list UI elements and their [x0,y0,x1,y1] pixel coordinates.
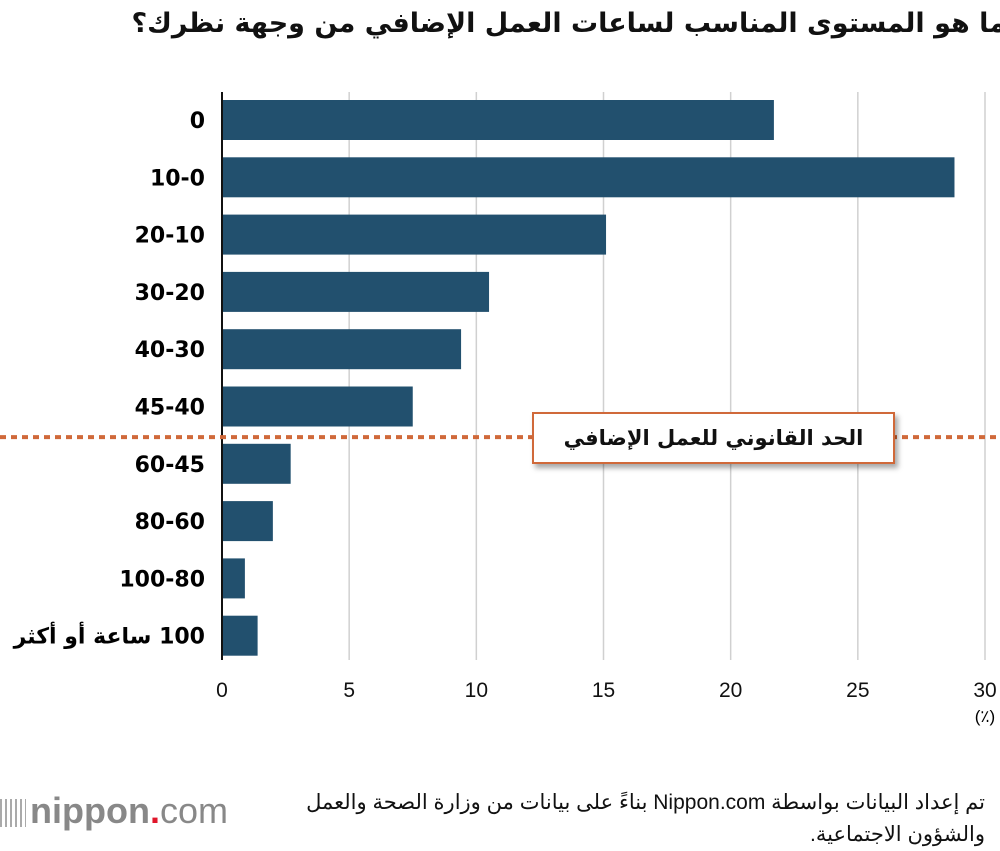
bar [222,558,245,599]
category-label: 80-60 [135,510,205,535]
bar [222,329,462,370]
category-label: 20-10 [135,224,205,249]
category-label: 40-30 [135,338,205,363]
x-tick-label: 20 [719,679,742,702]
x-unit-label: (٪) [975,707,995,726]
nippon-logo: nippon.com [0,790,228,832]
bar [222,501,273,542]
bar [222,157,955,198]
category-label: 45-40 [135,396,205,421]
logo-com: com [159,790,228,831]
logo-bars-icon [0,799,26,828]
category-label: 60-45 [135,453,205,478]
bar [222,443,291,484]
bar [222,100,774,140]
category-label: 100 ساعة أو أكثر [13,621,205,650]
x-tick-label: 25 [846,679,869,702]
bar-chart: 0 5 10 15 20 25 30 (٪) 0 10-0 20-10 30-20 40-30 45-40… [0,92,1000,726]
x-tick-label: 15 [592,679,615,702]
x-tick-label: 5 [343,679,355,702]
category-label: 10-0 [150,166,205,191]
category-label: 30-20 [135,281,205,306]
x-tick-label: 30 [973,679,996,702]
x-tick-label: 10 [465,679,488,702]
chart-title: ما هو المستوى المناسب لساعات العمل الإضا… [131,8,1000,39]
bar [222,386,413,427]
legal-limit-label: الحد القانوني للعمل الإضافي [532,412,895,464]
logo-dot: . [149,790,160,831]
x-tick-label: 0 [216,679,228,702]
logo-name: nippon [30,790,150,831]
bar [222,271,490,312]
source-footnote: تم إعداد البيانات بواسطة Nippon.com بناء… [306,791,985,846]
category-label: 100-80 [119,567,205,592]
category-label: 0 [190,109,205,134]
bar [222,615,258,656]
bar [222,214,607,255]
